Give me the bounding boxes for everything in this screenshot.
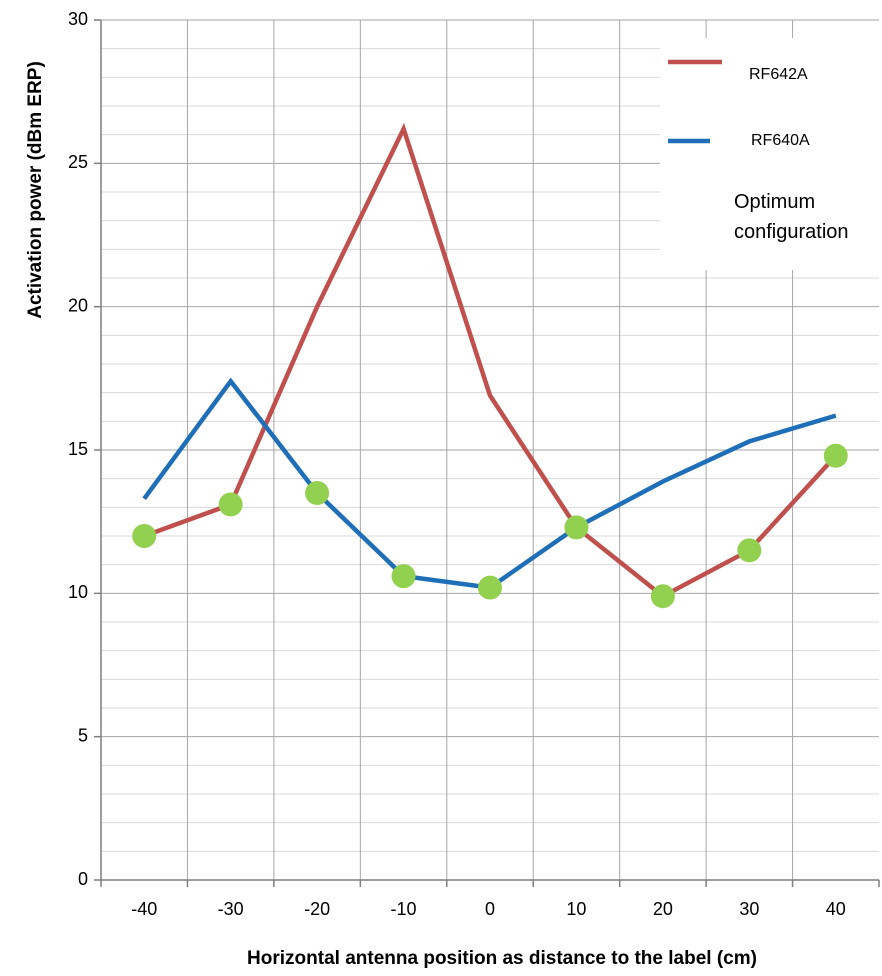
optimum-point	[823, 443, 848, 468]
annotation-line-2: configuration	[734, 221, 849, 243]
x-tick-label: -20	[304, 899, 330, 919]
y-tick-label: 20	[68, 295, 88, 315]
y-tick-label: 10	[68, 582, 88, 602]
optimum-point	[737, 538, 762, 563]
y-tick-label: 15	[68, 439, 88, 459]
optimum-point	[218, 492, 243, 517]
x-tick-label: 30	[739, 899, 759, 919]
series-line-rf642a	[143, 122, 838, 599]
y-tick-label: 30	[68, 9, 88, 29]
y-tick-label: 0	[78, 869, 88, 889]
annotation-line-1: Optimum	[734, 191, 815, 213]
optimum-point	[478, 575, 502, 600]
optimum-point	[564, 515, 589, 540]
x-tick-labels: -40 -30 -20 -10 0 10 20 30 40	[131, 899, 846, 919]
x-tick-label: 40	[826, 899, 846, 919]
optimum-point	[650, 584, 675, 609]
x-tick-label: -30	[218, 899, 244, 919]
legend-label-rf640a: RF640A	[751, 132, 810, 149]
x-tick-label: 0	[485, 899, 495, 919]
x-tick-label: 20	[653, 899, 673, 919]
axes	[94, 19, 880, 887]
y-axis-title: Activation power (dBm ERP)	[25, 61, 46, 319]
x-axis-title: Horizontal antenna position as distance …	[247, 948, 757, 969]
y-tick-label: 25	[68, 152, 88, 172]
legend-label-rf642a: RF642A	[749, 66, 808, 83]
optimum-point	[305, 481, 330, 505]
optimum-points	[132, 443, 848, 609]
x-tick-label: -40	[131, 899, 157, 919]
y-tick-label: 5	[78, 725, 88, 745]
x-tick-label: -10	[391, 899, 417, 919]
legend-background	[660, 38, 882, 270]
x-tick-label: 10	[566, 899, 586, 919]
y-tick-labels: 0 5 10 15 20 25 30	[68, 9, 88, 889]
series-line-rf640a	[142, 377, 837, 590]
optimum-point	[391, 564, 416, 589]
optimum-point	[132, 524, 157, 548]
